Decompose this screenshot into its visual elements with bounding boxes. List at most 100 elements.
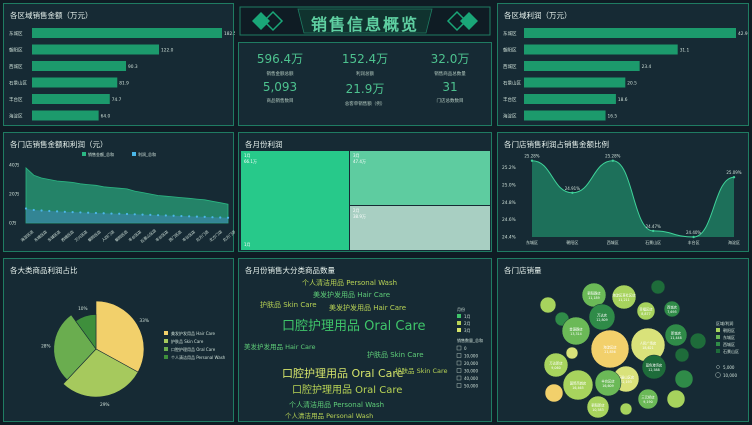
bubble-name: 西城店 <box>667 305 678 310</box>
word-cloud-word: 口腔护理用品 Oral Care <box>282 367 404 380</box>
legend-label: 10,000 <box>723 373 737 378</box>
legend-swatch <box>457 328 461 332</box>
legend-label: 1月 <box>464 314 471 319</box>
profit-point <box>156 214 160 217</box>
bubble <box>594 369 622 397</box>
profit-point <box>110 212 113 215</box>
panel-title: 各月份销售大分类商品数量 <box>245 266 335 275</box>
kpi-quantity-total: 32.0万 销售商品总数量 <box>430 52 470 77</box>
legend-label: 2月 <box>464 321 471 326</box>
bar-value-label: 23.4 <box>642 64 652 70</box>
legend-title: 月份 <box>457 306 465 312</box>
treemap-cell-name: 2月 <box>353 208 360 213</box>
bar <box>524 77 626 88</box>
legend-swatch <box>456 368 462 373</box>
bubble <box>586 395 610 419</box>
ratio-point <box>611 159 614 162</box>
word-cloud-word: 口腔护理用品 Oral Care <box>292 385 403 396</box>
bar-category-label: 丰台区 <box>503 96 517 103</box>
bubble-name: 万达新店 <box>549 361 563 366</box>
legend-swatch <box>456 375 462 381</box>
bubble <box>588 303 616 331</box>
category-profit-pie-chart: 33% 29% 28% 10% 美发护发用品 Hair Care 护肤品 Skin Car… <box>41 300 226 408</box>
treemap-cell <box>350 206 490 250</box>
bubble-name: 蓝色港湾店 <box>646 363 663 368</box>
bar-category-label: 西城区 <box>503 63 517 70</box>
legend-swatch <box>164 331 168 335</box>
profit-point <box>40 209 43 212</box>
ratio-point <box>692 235 695 239</box>
bar-category-label: 朝阳区 <box>9 47 23 54</box>
legend-size-marker <box>715 372 721 378</box>
bubble-value: 11,189 <box>588 296 600 300</box>
legend-label: 利润_总和 <box>138 151 156 157</box>
panel-category-profit: 各大类商品利润占比 33% 29% 28% 10% 美发护发用品 Hair Care 护肤… <box>3 258 234 422</box>
y-tick-label: 24.6% <box>502 217 516 223</box>
bubble-value: 9,190 <box>643 400 652 404</box>
x-tick-label: 朝阳区店 <box>114 229 129 243</box>
panel-title: 各门店销量 <box>504 266 542 275</box>
bar-value-label: 182.5 <box>224 31 235 37</box>
bubble <box>590 329 630 369</box>
legend-swatch <box>716 342 720 346</box>
bar <box>524 28 736 38</box>
pie-label: 10% <box>78 306 88 312</box>
panel-title: 各门店销售利润占销售金额比例 <box>504 140 609 149</box>
legend-label: 10,000 <box>464 354 478 359</box>
bubble <box>674 347 690 363</box>
bar-value-label: 18.6 <box>618 97 628 103</box>
legend-swatch <box>456 360 462 366</box>
legend-swatch <box>716 335 720 339</box>
legend-swatch <box>457 314 461 318</box>
bar <box>524 110 606 121</box>
kpi-avg-order: 21.9万 总客单销售额（例） <box>344 82 386 107</box>
treemap-cell-name: 1月 <box>244 153 251 158</box>
bubble-name: 金源路店 <box>569 327 583 332</box>
bubble <box>641 354 667 380</box>
bubble-value: 18,621 <box>642 346 654 350</box>
bubble <box>561 316 591 346</box>
profit-point <box>118 212 121 215</box>
bubble-name: 新城店 <box>671 331 682 336</box>
profit-point <box>125 212 129 216</box>
panel-region-profit: 各区域利润（万元） 东城区 42.9 朝阳区 31.1 西城区 23.4 石景山区 20.5 丰… <box>497 3 749 126</box>
ratio-point <box>530 159 534 162</box>
panel-store-sales-profit: 各门店销售金额和利润（元） 销售金额_总和 利润_总和 0万 20万 40万 海淀区店 东城… <box>3 132 235 252</box>
word-cloud-word: 口腔护理用品 Oral Care <box>282 319 426 334</box>
bar-category-label: 丰台区 <box>9 96 23 103</box>
bubble <box>543 352 569 378</box>
legend-swatch <box>456 353 462 358</box>
bubble <box>619 402 633 416</box>
bar-category-label: 西城区 <box>9 63 23 70</box>
bar-category-label: 东城区 <box>9 30 23 37</box>
profit-point <box>71 211 74 214</box>
pie-label: 33% <box>139 318 149 324</box>
bar <box>32 94 110 104</box>
bubble <box>539 296 557 314</box>
bubble-name: 丰台区店 <box>601 379 615 384</box>
legend-title: 销售数量_总和 <box>457 337 483 343</box>
treemap-cell-value: 38.9万 <box>353 214 366 219</box>
bubble <box>636 301 656 321</box>
profit-point <box>24 207 28 210</box>
legend-label: 西城区 <box>723 341 735 347</box>
bar-category-label: 朝阳区 <box>503 47 517 54</box>
data-label: 25.09% <box>726 170 741 175</box>
y-tick-label: 0万 <box>9 221 17 227</box>
legend-swatch <box>456 345 462 351</box>
bar <box>32 61 127 71</box>
bubble <box>562 369 594 401</box>
pie-label: 28% <box>41 343 51 349</box>
x-tick-label: 北方门店 <box>208 229 223 243</box>
treemap-cell-value: 66.1万 <box>244 159 257 164</box>
treemap-cell <box>350 151 490 205</box>
bubble <box>565 346 579 360</box>
legend-label: 美发护发用品 Hair Care <box>171 330 216 336</box>
bar <box>32 44 160 55</box>
legend-swatch <box>82 152 86 156</box>
bubble <box>674 369 694 389</box>
region-sales-bar-chart: 东城区 182.5 朝阳区 122.0 西城区 90.3 石景山区 81.9 丰台区 74.7 海淀… <box>9 28 235 121</box>
bubble-name: 石景山区店 <box>618 375 635 380</box>
